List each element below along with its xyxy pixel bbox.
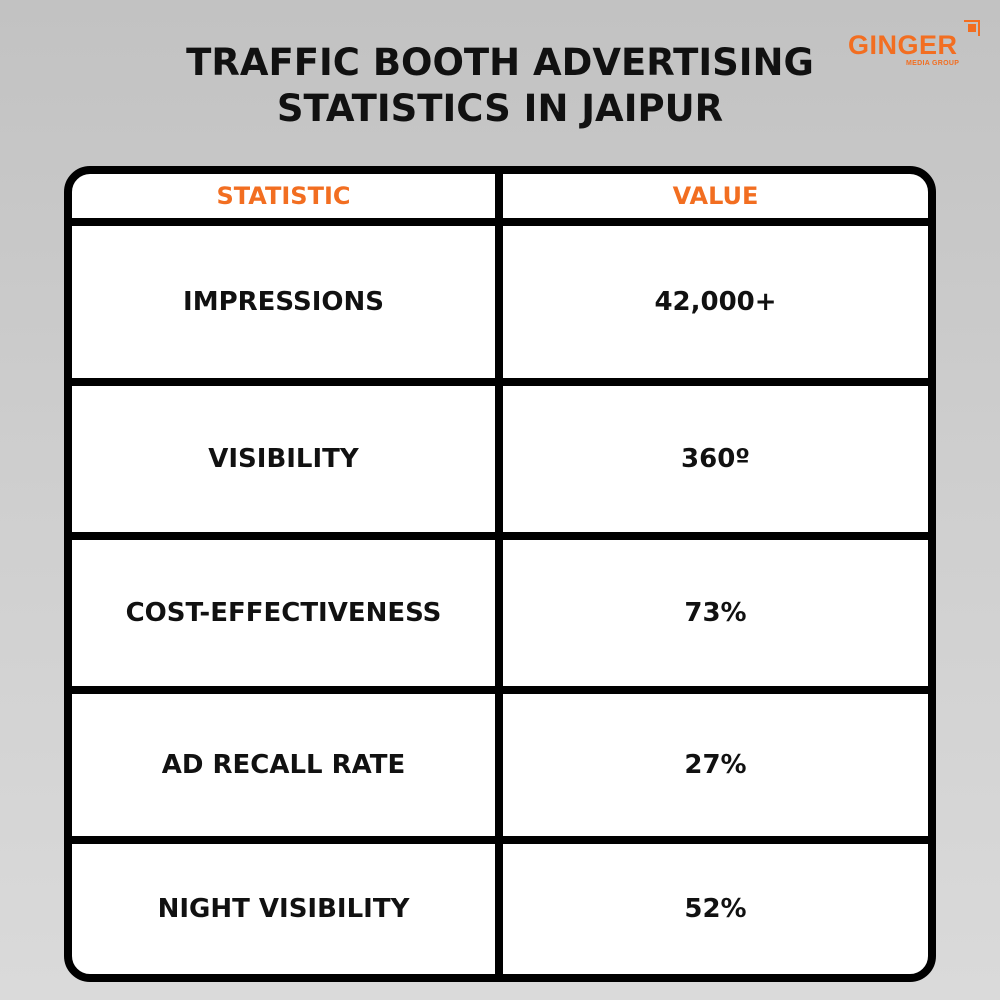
table-header-row: STATISTIC VALUE <box>72 174 928 218</box>
statistic-cell: IMPRESSIONS <box>72 226 503 378</box>
title-line-1: TRAFFIC BOOTH ADVERTISING <box>186 41 814 84</box>
statistic-cell: AD RECALL RATE <box>72 694 503 836</box>
table-row: VISIBILITY 360º <box>72 386 928 532</box>
ginger-mark-icon <box>964 20 980 36</box>
ginger-logo: GINGER MEDIA GROUP <box>848 18 988 70</box>
statistic-cell: VISIBILITY <box>72 386 503 532</box>
value-cell: 52% <box>684 894 747 924</box>
table-row: COST-EFFECTIVENESS 73% <box>72 540 928 686</box>
statistic-cell: NIGHT VISIBILITY <box>72 844 503 974</box>
header-value: VALUE <box>672 182 759 210</box>
logo-brand: GINGER <box>848 30 958 60</box>
row-divider <box>72 218 928 226</box>
table-row: AD RECALL RATE 27% <box>72 694 928 836</box>
value-cell: 42,000+ <box>654 287 777 317</box>
row-divider <box>72 686 928 694</box>
row-divider <box>72 836 928 844</box>
title-line-2: STATISTICS IN JAIPUR <box>276 87 724 130</box>
row-divider <box>72 532 928 540</box>
value-cell: 27% <box>684 750 747 780</box>
page-title: TRAFFIC BOOTH ADVERTISING STATISTICS IN … <box>0 40 1000 132</box>
value-cell: 73% <box>684 598 747 628</box>
table-row: IMPRESSIONS 42,000+ <box>72 226 928 378</box>
value-cell: 360º <box>681 444 750 474</box>
header-statistic: STATISTIC <box>72 174 503 218</box>
row-divider <box>72 378 928 386</box>
statistics-table: STATISTIC VALUE IMPRESSIONS 42,000+ VISI… <box>64 166 936 982</box>
logo-subtitle: MEDIA GROUP <box>906 60 960 67</box>
table-row: NIGHT VISIBILITY 52% <box>72 844 928 974</box>
statistic-cell: COST-EFFECTIVENESS <box>72 540 503 686</box>
